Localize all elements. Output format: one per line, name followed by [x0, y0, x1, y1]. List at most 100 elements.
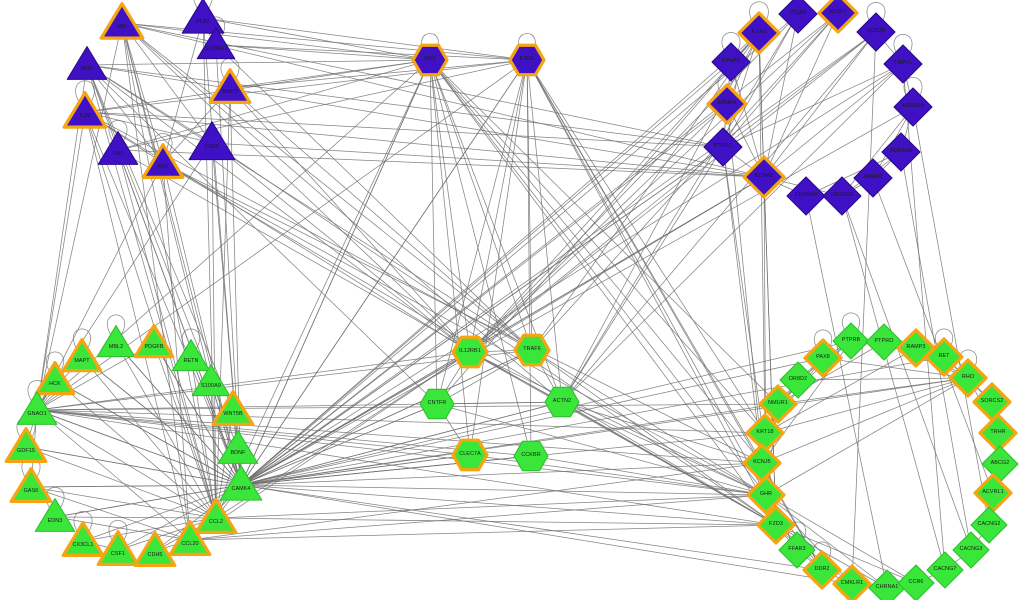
graph-edge	[229, 87, 471, 353]
graph-edge	[436, 59, 528, 405]
graph-edge	[761, 377, 969, 464]
node-shape-triangle	[141, 143, 185, 179]
graph-node-adra1a[interactable]: ADRA1A	[890, 84, 936, 130]
graph-edge	[86, 64, 217, 519]
graph-node-frk[interactable]: FRK	[140, 140, 186, 186]
graph-node-clec7a[interactable]: CLEC7A	[449, 434, 491, 476]
graph-edge	[841, 106, 914, 197]
graph-node-cacng5[interactable]: CACNG5	[819, 173, 865, 219]
graph-node-mmp9[interactable]: MMP9	[207, 65, 253, 111]
graph-edge	[851, 31, 877, 585]
graph-edge	[240, 454, 471, 486]
graph-edge	[117, 59, 431, 151]
graph-edge	[189, 494, 767, 541]
node-shape-triangle	[133, 531, 177, 567]
node-shape-triangle	[4, 427, 48, 463]
graph-edge	[54, 516, 191, 541]
node-shape-triangle	[217, 430, 259, 464]
graph-edge	[121, 22, 191, 541]
graph-edge	[526, 59, 777, 526]
graph-node-ccr6[interactable]: CCR6	[894, 561, 938, 600]
graph-self-loop	[812, 541, 832, 564]
graph-node-cdh5[interactable]: CDH5	[132, 528, 178, 574]
graph-edge	[531, 12, 839, 351]
graph-node-kcna5[interactable]: KCNA5	[740, 153, 788, 201]
graph-node-irs1[interactable]: IRS1	[409, 39, 451, 81]
graph-edge	[240, 357, 824, 486]
graph-edge	[215, 494, 767, 519]
graph-edge	[526, 59, 532, 457]
graph-edge	[841, 195, 946, 571]
node-shape-diamond	[970, 506, 1008, 544]
graph-node-fn1[interactable]: FN1	[95, 127, 141, 173]
graph-self-loop	[893, 33, 913, 58]
graph-node-epha3[interactable]: EPHA3	[708, 39, 754, 85]
graph-edge	[215, 44, 533, 351]
graph-self-loop	[73, 510, 93, 535]
graph-node-traf6[interactable]: TRAF6	[511, 329, 553, 371]
graph-edge	[561, 13, 799, 403]
graph-node-actn2[interactable]: ACTN2	[541, 381, 583, 423]
graph-self-loop	[958, 349, 978, 372]
graph-node-ngf[interactable]: NGF	[64, 42, 110, 88]
graph-self-loop	[903, 76, 923, 101]
graph-node-s100a12[interactable]: S100A12	[194, 23, 238, 67]
graph-edge	[526, 59, 563, 403]
graph-edge	[162, 162, 767, 496]
graph-edge	[86, 64, 765, 178]
graph-edge	[469, 13, 799, 353]
graph-edge	[229, 87, 533, 351]
graph-self-loop	[193, 0, 213, 12]
node-shape-triangle	[211, 390, 255, 426]
node-shape-diamond	[881, 132, 921, 172]
graph-self-loop	[181, 328, 201, 351]
node-shape-diamond	[803, 338, 843, 378]
graph-edge	[240, 401, 563, 486]
graph-edge	[561, 63, 904, 403]
graph-edge	[211, 142, 765, 178]
graph-edge	[429, 59, 533, 351]
node-shape-diamond	[737, 11, 781, 55]
graph-edge	[229, 59, 528, 89]
graph-edge	[240, 59, 528, 486]
graph-self-loop	[866, 1, 886, 26]
graph-edge	[36, 401, 563, 411]
graph-edge	[530, 455, 767, 496]
graph-edge	[215, 44, 431, 61]
node-shape-triangle	[219, 465, 263, 501]
graph-node-trpv1[interactable]: TRPV1	[880, 41, 926, 87]
node-shape-triangle	[168, 520, 212, 556]
node-shape-hexagon	[508, 43, 546, 77]
graph-edge	[240, 484, 777, 526]
node-shape-diamond	[786, 176, 826, 216]
graph-edge	[240, 403, 438, 486]
graph-node-fgf6[interactable]: FGF6	[186, 117, 238, 169]
graph-node-esr2[interactable]: ESR2	[506, 39, 548, 81]
graph-edge	[162, 162, 763, 464]
graph-edge	[82, 517, 217, 542]
graph-node-cckbr[interactable]: CCKBR	[510, 435, 552, 477]
graph-node-epha4[interactable]: EPHA4	[704, 81, 750, 127]
graph-edge	[526, 59, 767, 496]
graph-edge	[429, 59, 532, 457]
graph-edge	[240, 356, 945, 486]
graph-edge	[765, 494, 917, 584]
graph-edge	[805, 151, 902, 197]
graph-edge	[117, 484, 242, 551]
graph-node-il12rb1[interactable]: IL12RB1	[449, 331, 491, 373]
node-shape-diamond	[924, 337, 964, 377]
graph-edge	[469, 351, 777, 526]
node-shape-diamond	[817, 0, 859, 34]
node-shape-triangle	[196, 27, 236, 60]
graph-node-mif[interactable]: MIF	[98, 0, 146, 47]
graph-node-cntfr[interactable]: CNTFR	[416, 383, 458, 425]
graph-edge	[215, 517, 777, 526]
graph-edge	[36, 349, 533, 411]
node-shape-triangle	[99, 2, 145, 40]
graph-edge	[240, 32, 760, 486]
graph-edge	[215, 59, 431, 519]
graph-edge	[777, 340, 852, 405]
node-shape-hexagon	[411, 43, 449, 77]
